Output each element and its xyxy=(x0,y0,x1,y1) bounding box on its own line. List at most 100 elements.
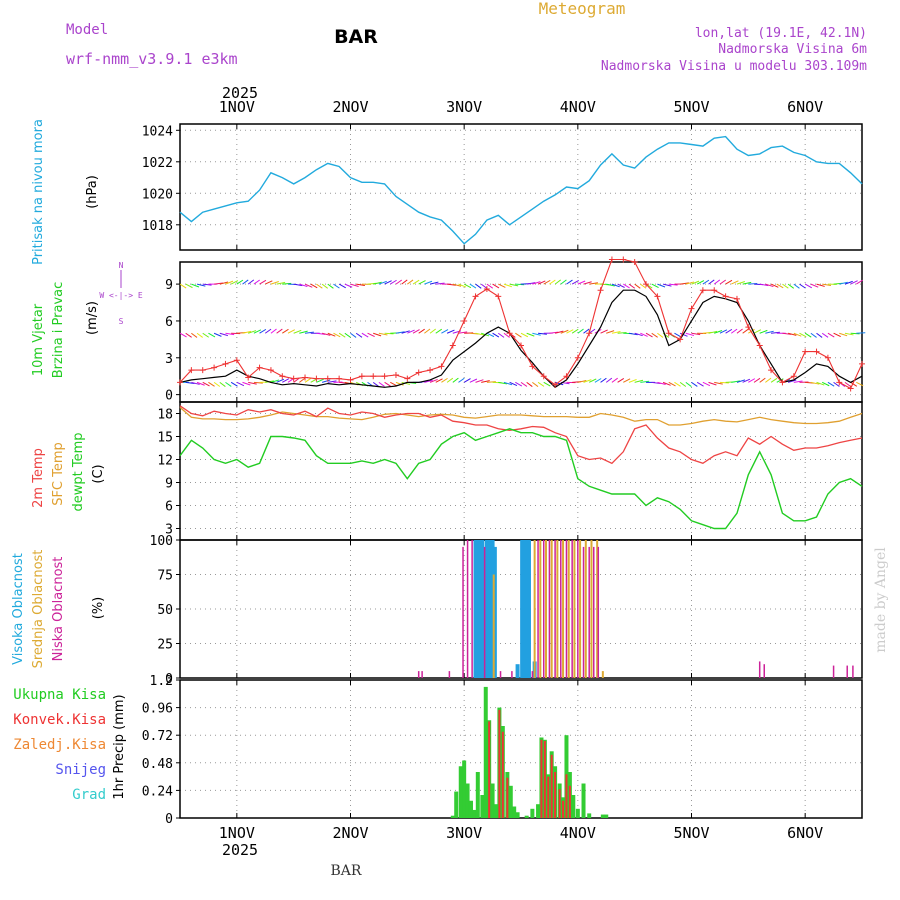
wind-direction-arrow xyxy=(196,283,206,287)
wind-direction-arrow xyxy=(424,328,431,334)
wind-direction-arrow xyxy=(571,328,579,334)
wind-gust-marker xyxy=(847,385,854,392)
wind-gust-marker xyxy=(518,342,524,349)
wind-direction-arrow xyxy=(719,381,729,384)
wind-direction-arrow xyxy=(219,281,229,285)
cloud-bar-mid xyxy=(596,540,599,678)
wind-direction-arrow xyxy=(827,381,835,387)
wind-direction-arrow xyxy=(435,378,443,383)
cloud-bar-high xyxy=(480,540,485,678)
temp-ytick-label: 3 xyxy=(165,523,173,538)
wind-direction-arrow xyxy=(714,330,723,334)
wind-direction-arrow xyxy=(208,381,215,387)
wind-direction-arrow xyxy=(248,330,257,334)
wind-direction-arrow xyxy=(333,332,341,338)
wind-direction-arrow xyxy=(435,328,443,334)
cloud-bar-mid xyxy=(550,540,553,678)
wind-direction-arrow xyxy=(577,380,587,383)
wind-direction-arrow xyxy=(765,330,774,334)
wind-direction-arrow xyxy=(395,279,403,285)
wind-direction-arrow xyxy=(446,377,454,383)
wind-direction-arrow xyxy=(634,379,644,383)
wind-direction-arrow xyxy=(577,280,586,285)
wind-direction-arrow xyxy=(685,381,692,387)
wind-direction-arrow xyxy=(702,279,710,285)
wind-direction-arrow xyxy=(509,283,519,287)
wind-direction-arrow xyxy=(395,331,405,334)
wind-direction-arrow xyxy=(657,332,664,338)
wind-direction-arrow xyxy=(736,328,743,334)
wind-direction-arrow xyxy=(628,378,637,383)
wind-gust-marker xyxy=(688,305,695,312)
wind-direction-arrow xyxy=(282,328,289,334)
cloud-ytick-label: 0 xyxy=(165,672,173,687)
cloud-bar-low xyxy=(448,671,451,678)
wind-direction-arrow xyxy=(418,280,426,285)
wind-direction-arrow xyxy=(463,283,472,289)
wind-gust-marker xyxy=(358,373,365,380)
wind-gust-marker xyxy=(347,376,354,383)
wind-gust-marker xyxy=(733,295,740,302)
wind-direction-arrow xyxy=(765,377,772,383)
wind-direction-arrow xyxy=(731,280,739,285)
wind-direction-arrow xyxy=(299,330,308,334)
wind-direction-arrow xyxy=(373,332,382,337)
wind-direction-arrow xyxy=(202,381,210,387)
wind-direction-arrow xyxy=(287,329,296,334)
wind-direction-arrow xyxy=(804,332,812,338)
wind-direction-arrow xyxy=(719,279,727,285)
wind-direction-arrow xyxy=(839,281,848,285)
model-name: wrf-nmm_v3.9.1 e3km xyxy=(66,50,238,68)
precip-total-bar xyxy=(493,804,498,818)
wind-direction-arrow xyxy=(196,332,203,338)
wind-direction-arrow xyxy=(503,381,513,386)
wind-direction-arrow xyxy=(748,282,758,285)
temp-unit: (C) xyxy=(91,464,106,483)
wind-direction-arrow xyxy=(634,283,641,289)
wind-ytick-label: 6 xyxy=(165,315,173,330)
cloud-bar-low xyxy=(588,546,590,678)
wind-speed-line xyxy=(179,289,863,389)
precip-total-bar xyxy=(462,760,467,818)
precip-conv-bar xyxy=(565,774,568,818)
wind-direction-arrow xyxy=(844,280,853,285)
wind-direction-arrow xyxy=(583,328,590,334)
wind-direction-arrow xyxy=(310,283,318,289)
day-label-top: 3NOV xyxy=(446,98,482,116)
wind-direction-arrow xyxy=(662,283,672,287)
cloud-bar-high xyxy=(473,540,478,678)
wind-direction-arrow xyxy=(469,283,477,289)
wind-gust-marker xyxy=(267,367,274,374)
wind-direction-arrow xyxy=(810,332,817,338)
wind-direction-arrow xyxy=(679,332,688,337)
wind-direction-arrow xyxy=(787,332,797,336)
precip-total-bar xyxy=(604,814,609,818)
wind-direction-arrow xyxy=(458,283,467,288)
wind-direction-arrow xyxy=(799,332,807,338)
wind-direction-arrow xyxy=(714,381,723,385)
precip-total-bar xyxy=(480,795,485,818)
wind-direction-arrow xyxy=(475,379,484,383)
day-label-bottom: 5NOV xyxy=(673,824,709,842)
wind-gust-marker xyxy=(222,360,229,367)
wind-direction-arrow xyxy=(446,329,455,334)
cloud-bar-low xyxy=(758,661,761,678)
wind-direction-arrow xyxy=(441,377,448,383)
wind-direction-arrow xyxy=(691,332,701,336)
day-label-top: 4NOV xyxy=(560,98,596,116)
cloud-bar-mid xyxy=(579,540,582,678)
wind-direction-arrow xyxy=(554,381,564,386)
cloud-bar-low xyxy=(571,540,573,678)
wind-direction-arrow xyxy=(793,380,803,383)
pressure-line xyxy=(179,135,863,245)
wind-direction-arrow xyxy=(350,283,359,287)
wind-gust-marker xyxy=(506,330,513,337)
precip-total-bar xyxy=(483,686,488,818)
pressure-frame xyxy=(179,123,863,251)
wind-direction-arrow xyxy=(316,332,326,335)
wind-gust-marker xyxy=(745,324,752,331)
wind-gust-marker xyxy=(324,375,331,382)
wind-direction-arrow xyxy=(617,332,627,334)
cloud-bar-high xyxy=(520,540,525,678)
temp-title-1: 2m Temp xyxy=(31,448,46,508)
